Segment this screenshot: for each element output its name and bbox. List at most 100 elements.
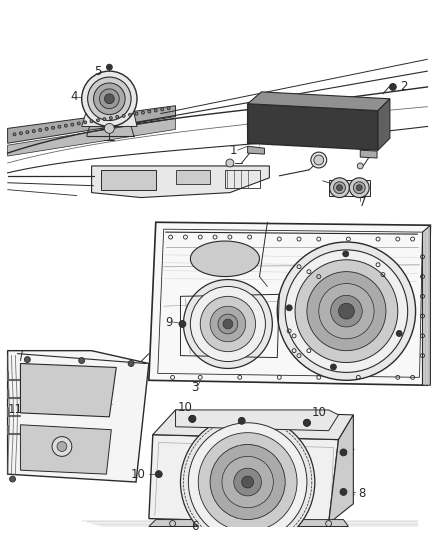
Circle shape (180, 415, 315, 533)
Circle shape (32, 130, 35, 133)
Circle shape (39, 128, 42, 132)
Circle shape (340, 449, 347, 456)
Polygon shape (328, 415, 353, 523)
Circle shape (396, 330, 402, 336)
Circle shape (188, 423, 307, 533)
Polygon shape (149, 222, 431, 385)
Circle shape (19, 132, 22, 135)
Circle shape (210, 445, 285, 520)
Text: 2: 2 (400, 80, 407, 93)
Circle shape (64, 124, 67, 127)
Circle shape (135, 112, 138, 115)
Circle shape (25, 357, 30, 362)
Text: 9: 9 (165, 316, 173, 328)
Circle shape (226, 159, 234, 167)
Circle shape (295, 260, 398, 362)
Circle shape (319, 284, 374, 339)
Circle shape (58, 125, 61, 128)
Circle shape (167, 107, 170, 110)
Polygon shape (247, 104, 378, 150)
Polygon shape (191, 241, 259, 277)
Polygon shape (423, 225, 431, 385)
Text: 4: 4 (70, 90, 78, 103)
Circle shape (307, 272, 386, 351)
Circle shape (77, 122, 80, 125)
Polygon shape (153, 410, 353, 440)
Circle shape (96, 119, 99, 122)
Circle shape (45, 127, 48, 131)
Circle shape (52, 437, 72, 456)
Circle shape (141, 111, 145, 114)
Circle shape (330, 364, 336, 370)
Circle shape (304, 419, 311, 426)
Bar (225, 170, 259, 188)
Circle shape (222, 456, 273, 508)
Circle shape (238, 417, 245, 424)
Circle shape (330, 178, 350, 198)
Text: 10: 10 (311, 406, 326, 419)
Circle shape (191, 286, 265, 361)
Circle shape (106, 64, 112, 70)
Circle shape (104, 94, 114, 104)
Circle shape (242, 476, 254, 488)
Circle shape (71, 123, 74, 126)
Polygon shape (82, 114, 137, 126)
Circle shape (331, 295, 362, 327)
Circle shape (353, 182, 365, 193)
Circle shape (161, 108, 164, 111)
Circle shape (336, 185, 343, 191)
Circle shape (155, 471, 162, 478)
Circle shape (184, 279, 272, 368)
Circle shape (189, 415, 196, 422)
Polygon shape (247, 92, 390, 111)
Circle shape (88, 77, 131, 120)
Polygon shape (360, 150, 377, 158)
Text: 7: 7 (360, 196, 367, 209)
Circle shape (110, 117, 112, 119)
Polygon shape (176, 410, 339, 431)
Polygon shape (247, 146, 265, 154)
Circle shape (218, 314, 238, 334)
Circle shape (356, 185, 362, 191)
Circle shape (79, 358, 85, 364)
Circle shape (94, 83, 125, 115)
Circle shape (90, 120, 93, 123)
Text: 5: 5 (94, 64, 101, 78)
Polygon shape (7, 118, 176, 156)
Circle shape (389, 84, 396, 91)
Circle shape (99, 89, 119, 109)
Bar (176, 170, 210, 184)
Circle shape (314, 155, 324, 165)
Circle shape (179, 320, 186, 327)
Circle shape (210, 306, 246, 342)
Circle shape (343, 251, 349, 257)
Circle shape (285, 250, 408, 373)
Circle shape (13, 133, 16, 136)
Circle shape (128, 360, 134, 367)
Circle shape (304, 419, 311, 426)
Text: 10: 10 (131, 467, 146, 481)
Text: 11: 11 (7, 403, 23, 416)
Circle shape (234, 468, 261, 496)
Circle shape (129, 114, 131, 116)
Circle shape (104, 124, 114, 133)
Circle shape (122, 115, 125, 117)
Circle shape (357, 163, 363, 169)
Circle shape (103, 118, 106, 120)
Polygon shape (92, 166, 269, 198)
Text: 1: 1 (230, 144, 237, 157)
Circle shape (26, 131, 29, 134)
Circle shape (340, 488, 347, 495)
Polygon shape (328, 180, 370, 196)
Circle shape (154, 109, 157, 112)
Circle shape (198, 433, 297, 531)
Circle shape (116, 116, 119, 118)
Polygon shape (378, 99, 390, 150)
Text: 3: 3 (191, 381, 199, 394)
Circle shape (223, 319, 233, 329)
Circle shape (82, 71, 137, 126)
Polygon shape (149, 520, 348, 527)
Circle shape (84, 121, 87, 124)
Polygon shape (149, 434, 339, 523)
Circle shape (189, 415, 196, 422)
